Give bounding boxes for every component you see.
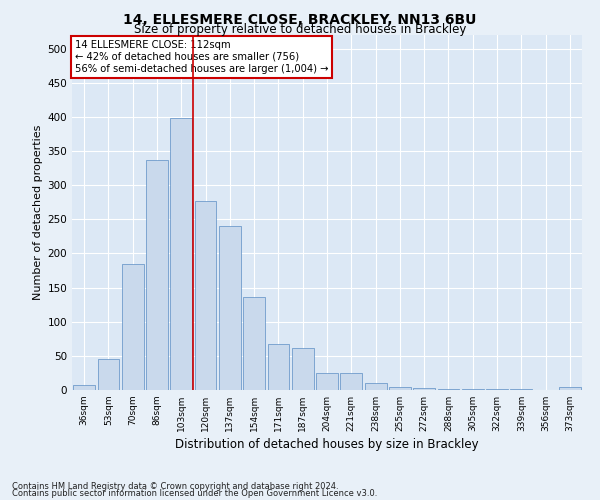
Text: Contains HM Land Registry data © Crown copyright and database right 2024.: Contains HM Land Registry data © Crown c… <box>12 482 338 491</box>
Bar <box>292 348 314 390</box>
Bar <box>559 388 581 390</box>
Bar <box>219 226 241 390</box>
Text: Size of property relative to detached houses in Brackley: Size of property relative to detached ho… <box>134 22 466 36</box>
Text: 14 ELLESMERE CLOSE: 112sqm
← 42% of detached houses are smaller (756)
56% of sem: 14 ELLESMERE CLOSE: 112sqm ← 42% of deta… <box>74 40 328 74</box>
Bar <box>437 388 460 390</box>
Text: Contains public sector information licensed under the Open Government Licence v3: Contains public sector information licen… <box>12 490 377 498</box>
Bar <box>146 160 168 390</box>
Bar <box>316 373 338 390</box>
Bar <box>389 386 411 390</box>
Bar <box>243 297 265 390</box>
Bar <box>413 388 435 390</box>
X-axis label: Distribution of detached houses by size in Brackley: Distribution of detached houses by size … <box>175 438 479 451</box>
Bar <box>340 373 362 390</box>
Text: 14, ELLESMERE CLOSE, BRACKLEY, NN13 6BU: 14, ELLESMERE CLOSE, BRACKLEY, NN13 6BU <box>124 12 476 26</box>
Bar <box>170 118 192 390</box>
Bar <box>365 383 386 390</box>
Bar <box>122 264 143 390</box>
Bar <box>194 201 217 390</box>
Bar <box>97 358 119 390</box>
Bar <box>268 344 289 390</box>
Y-axis label: Number of detached properties: Number of detached properties <box>33 125 43 300</box>
Bar <box>73 384 95 390</box>
